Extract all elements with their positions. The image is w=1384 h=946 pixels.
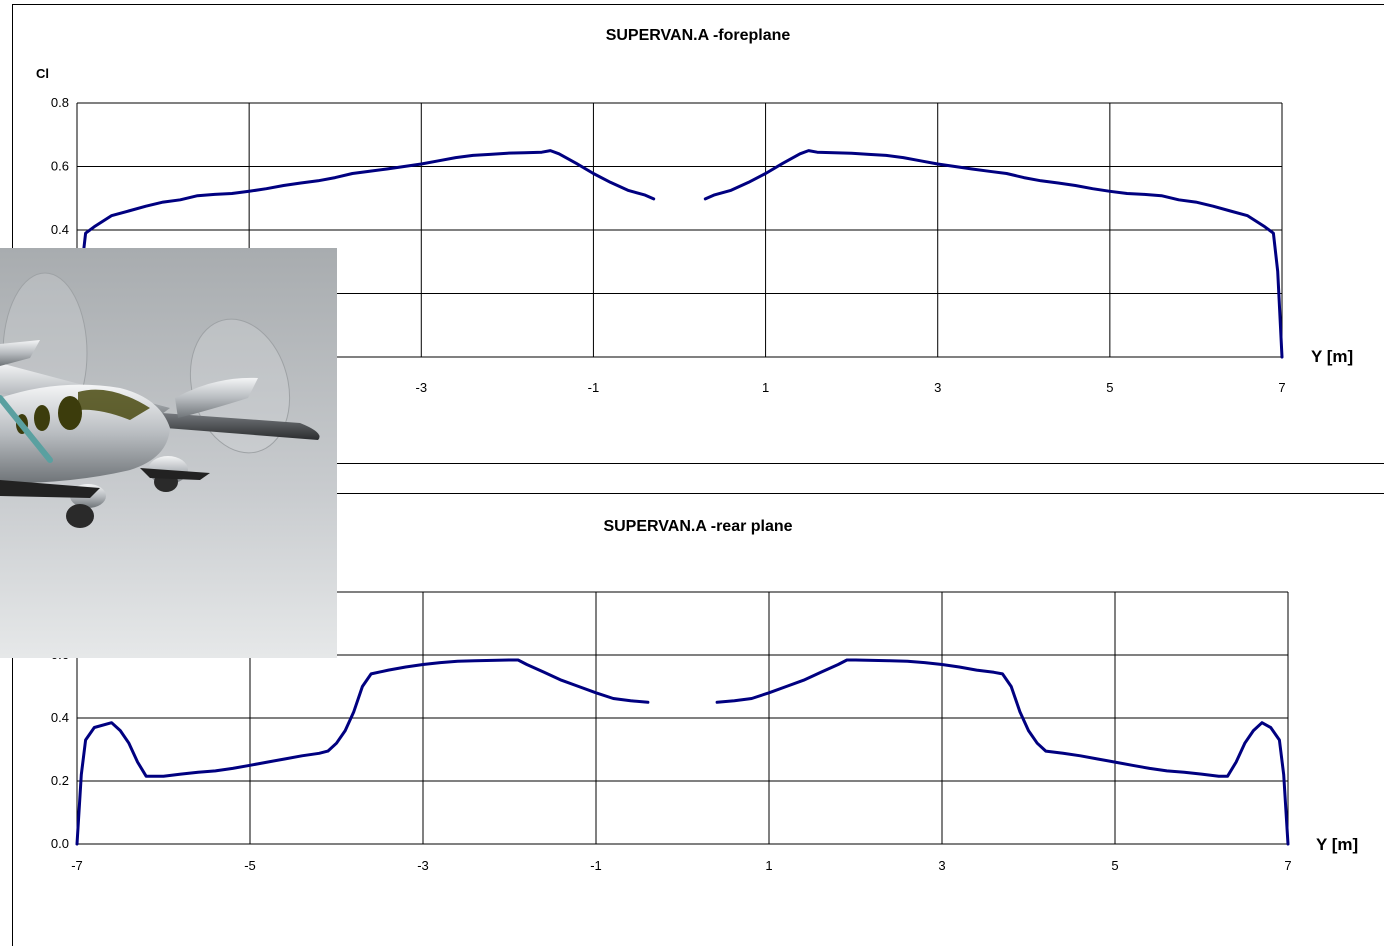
foreplane-x-tick-label: -3 — [416, 380, 428, 395]
rear-plane-y-tick-label: 0.2 — [51, 773, 69, 788]
foreplane-y-tick-label: 0.4 — [51, 222, 69, 237]
rear-plane-cl-line-segment-left — [75, 658, 650, 846]
rear-plane-x-axis-label: Y [m] — [1316, 835, 1358, 854]
rear-plane-x-tick-label: 3 — [938, 858, 945, 873]
foreplane-x-tick-label: 7 — [1278, 380, 1285, 395]
rear-plane-chart-title: SUPERVAN.A -rear plane — [603, 518, 792, 535]
foreplane-cl-line-segment-right — [703, 149, 1284, 359]
foreplane-x-tick-label: 1 — [762, 380, 769, 395]
foreplane-x-tick-label: -1 — [588, 380, 600, 395]
foreplane-cl-line-segment-left — [75, 149, 656, 359]
rear-plane-y-tick-label: 0.4 — [51, 710, 69, 725]
foreplane-x-axis-label: Y [m] — [1311, 347, 1353, 366]
rear-plane-x-ticks: -7 -5 -3 -1 1 3 5 7 — [71, 858, 1291, 873]
foreplane-y-tick-label: 0.6 — [51, 159, 69, 174]
foreplane-series — [75, 149, 1284, 359]
rear-plane-x-tick-label: -5 — [244, 858, 256, 873]
rear-plane-x-tick-label: 1 — [765, 858, 772, 873]
rear-plane-cl-line-segment-right — [715, 658, 1290, 846]
aircraft-render-icon — [0, 248, 337, 658]
rear-plane-series — [75, 658, 1290, 846]
rear-plane-x-tick-label: -7 — [71, 858, 83, 873]
foreplane-x-tick-label: 5 — [1106, 380, 1113, 395]
foreplane-y-tick-label: 0.8 — [51, 95, 69, 110]
foreplane-chart-title: SUPERVAN.A -foreplane — [606, 27, 791, 44]
foreplane-chart-frame — [12, 4, 1384, 464]
rear-plane-y-tick-label: 0.0 — [51, 836, 69, 851]
rear-plane-x-tick-label: -1 — [590, 858, 602, 873]
rear-plane-y-ticks: 0.00.20.40.6 — [51, 647, 69, 851]
rear-plane-x-tick-label: -3 — [417, 858, 429, 873]
rear-plane-x-tick-label: 7 — [1284, 858, 1291, 873]
foreplane-x-tick-label: 3 — [934, 380, 941, 395]
rear-plane-x-tick-label: 5 — [1111, 858, 1118, 873]
rear-plane-chart-frame — [12, 493, 1384, 946]
foreplane-y-axis-label: Cl — [36, 66, 49, 81]
